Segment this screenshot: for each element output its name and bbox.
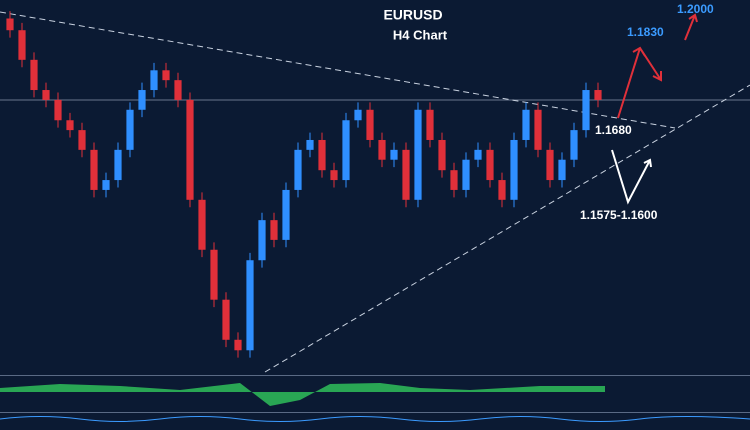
candle-body — [150, 70, 158, 91]
candle-body — [390, 149, 398, 160]
candle-body — [18, 30, 26, 60]
candle-body — [162, 70, 170, 81]
candle-body — [294, 149, 302, 190]
panel-separator — [0, 412, 750, 413]
candle-body — [330, 170, 338, 181]
candle-body — [510, 139, 518, 200]
candle-body — [378, 139, 386, 160]
candle-body — [30, 59, 38, 91]
candle-body — [234, 339, 242, 351]
candle-body — [522, 109, 530, 140]
oscillator-histogram — [0, 383, 605, 406]
candle-body — [582, 90, 590, 131]
candle-body — [174, 80, 182, 100]
chart-subtitle: H4 Chart — [393, 27, 448, 42]
annotation: 1.1830 — [627, 25, 664, 39]
candle-body — [498, 180, 506, 200]
candle-body — [318, 139, 326, 171]
candle-body — [570, 130, 578, 160]
candle-body — [414, 109, 422, 200]
candle-body — [426, 109, 434, 140]
candle-body — [54, 99, 62, 121]
candle-body — [198, 199, 206, 250]
candle-body — [402, 149, 410, 200]
annotation: 1.2000 — [677, 2, 714, 16]
candle-body — [306, 139, 314, 150]
candle-body — [246, 260, 254, 351]
candle-body — [546, 149, 554, 181]
candle-body — [186, 99, 194, 200]
candle-body — [6, 18, 14, 31]
candle-body — [534, 109, 542, 150]
candle-body — [258, 220, 266, 261]
candle-body — [126, 109, 134, 150]
annotation: 1.1575-1.1600 — [580, 208, 658, 222]
candles — [6, 11, 602, 358]
annotation: 1.1680 — [595, 123, 632, 137]
candle-body — [114, 149, 122, 181]
lower-indicator — [0, 416, 750, 422]
candle-body — [594, 90, 602, 100]
chart-title: EURUSD — [383, 7, 442, 23]
candle-body — [138, 90, 146, 110]
support-trendline — [264, 84, 750, 373]
candle-body — [66, 120, 74, 131]
candle-body — [78, 130, 86, 150]
candle-body — [474, 149, 482, 160]
candle-body — [222, 299, 230, 340]
candle-body — [486, 149, 494, 181]
candle-body — [282, 189, 290, 240]
candle-body — [342, 120, 350, 181]
pullback-arrow — [611, 149, 652, 205]
panel-separator — [0, 375, 750, 376]
candle-body — [102, 180, 110, 190]
bullish-arrows — [617, 13, 698, 119]
candle-body — [210, 249, 218, 300]
candle-body — [462, 159, 470, 190]
candle-body — [270, 220, 278, 240]
candle-body — [42, 90, 50, 100]
candle-body — [90, 149, 98, 190]
resistance-trendline — [0, 11, 676, 129]
candle-body — [438, 139, 446, 171]
candle-body — [354, 109, 362, 121]
candle-body — [366, 109, 374, 140]
candle-body — [450, 170, 458, 190]
candle-body — [558, 159, 566, 181]
